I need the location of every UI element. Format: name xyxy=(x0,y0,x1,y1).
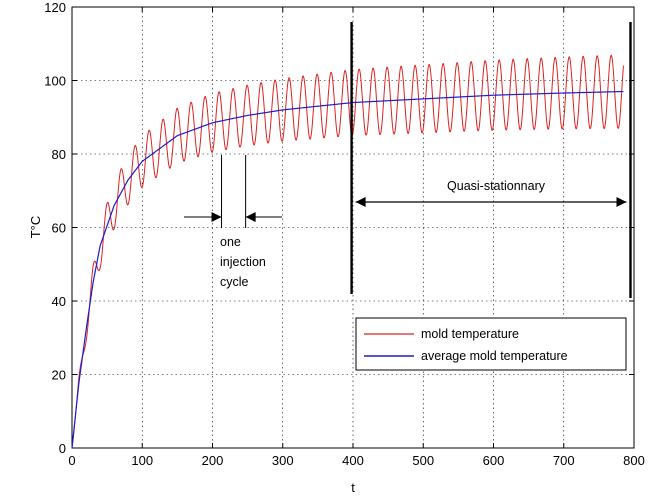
grid xyxy=(72,7,634,448)
region-label: Quasi-stationnary xyxy=(447,179,546,193)
y-tick-label: 20 xyxy=(52,368,66,383)
region-arrow-head-right xyxy=(616,197,627,207)
x-axis-label: t xyxy=(351,480,355,495)
y-tick-label: 0 xyxy=(59,441,66,456)
x-tick-label: 0 xyxy=(68,453,75,468)
y-tick-label: 80 xyxy=(52,147,66,162)
x-tick-label: 400 xyxy=(342,453,364,468)
y-ticks: 0 20 40 60 80 100 120 xyxy=(44,0,634,456)
x-tick-label: 500 xyxy=(412,453,434,468)
y-tick-label: 100 xyxy=(44,74,66,89)
legend-box xyxy=(355,317,627,371)
annotations xyxy=(184,22,632,298)
cycle-arrow-right-head xyxy=(245,212,256,222)
x-tick-label: 300 xyxy=(272,453,294,468)
y-tick-label: 60 xyxy=(52,221,66,236)
legend: mold temperature average mold temperatur… xyxy=(355,317,627,371)
legend-label-average-mold-temperature: average mold temperature xyxy=(421,349,568,363)
x-tick-label: 200 xyxy=(202,453,224,468)
region-arrow-head-left xyxy=(355,197,366,207)
y-tick-label: 40 xyxy=(52,294,66,309)
x-tick-label: 800 xyxy=(623,453,645,468)
y-axis-label: T°C xyxy=(28,216,43,239)
cycle-label-line-2: injection xyxy=(220,255,266,269)
cycle-label-line-1: one xyxy=(220,235,241,249)
cycle-label-line-3: cycle xyxy=(220,275,249,289)
series-mold-temperature xyxy=(71,54,624,449)
x-tick-label: 600 xyxy=(483,453,505,468)
legend-label-mold-temperature: mold temperature xyxy=(421,327,519,341)
y-tick-label: 120 xyxy=(44,0,66,15)
cycle-arrow-left-head xyxy=(211,212,222,222)
x-tick-label: 700 xyxy=(553,453,575,468)
series-average-mold-temperature xyxy=(71,90,624,449)
x-ticks: 0 100 200 300 400 500 600 700 800 xyxy=(68,7,645,468)
x-tick-label: 100 xyxy=(131,453,153,468)
